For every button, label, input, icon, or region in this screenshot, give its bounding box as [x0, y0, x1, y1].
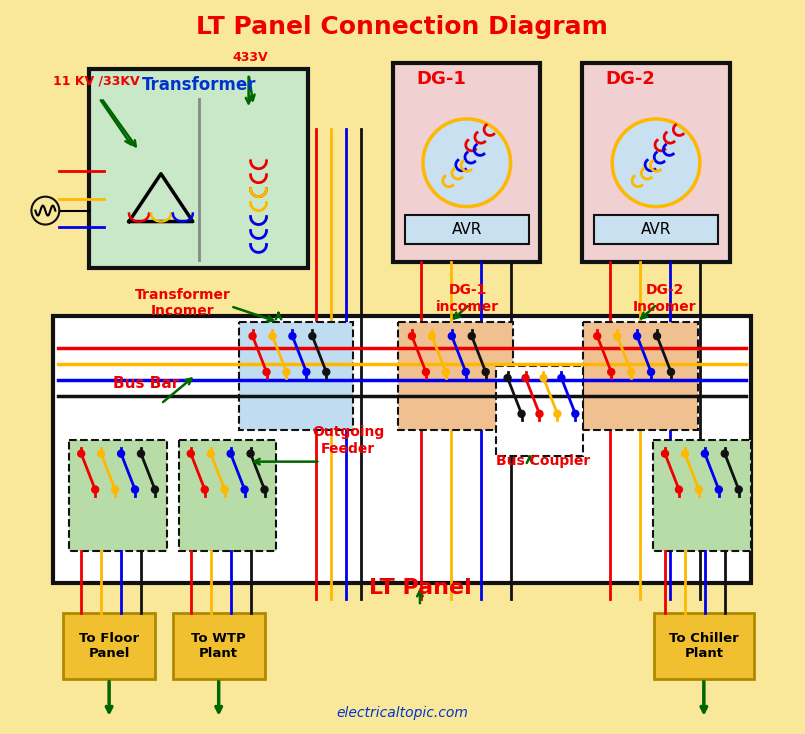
Circle shape — [448, 333, 456, 340]
Circle shape — [269, 333, 276, 340]
Circle shape — [682, 450, 688, 457]
Text: AVR: AVR — [452, 222, 482, 237]
Text: Transformer: Transformer — [142, 76, 256, 94]
Circle shape — [716, 486, 722, 493]
Bar — [393, 63, 540, 262]
Circle shape — [428, 333, 436, 340]
Text: Transformer
Incomer: Transformer Incomer — [135, 288, 231, 319]
Circle shape — [92, 486, 99, 493]
Circle shape — [443, 368, 449, 376]
Circle shape — [97, 450, 105, 457]
Bar — [173, 613, 265, 679]
Bar — [64, 613, 155, 679]
Circle shape — [112, 486, 118, 493]
Bar — [496, 366, 584, 456]
Circle shape — [151, 486, 159, 493]
Circle shape — [504, 374, 511, 382]
Circle shape — [408, 333, 415, 340]
Circle shape — [263, 368, 270, 376]
Circle shape — [469, 333, 475, 340]
Text: Bus Bar: Bus Bar — [113, 376, 180, 391]
Circle shape — [572, 410, 579, 418]
Bar — [69, 440, 167, 551]
Text: Bus Coupler: Bus Coupler — [497, 454, 591, 468]
Circle shape — [227, 450, 234, 457]
Text: DG-2: DG-2 — [605, 70, 655, 88]
Circle shape — [558, 374, 565, 382]
Circle shape — [118, 450, 125, 457]
Circle shape — [303, 368, 310, 376]
Circle shape — [423, 368, 429, 376]
Circle shape — [423, 119, 510, 206]
Circle shape — [323, 368, 330, 376]
Text: 433V: 433V — [233, 51, 268, 64]
Text: DG-2
Incomer: DG-2 Incomer — [634, 283, 697, 313]
Bar — [53, 316, 751, 584]
Text: DG-1: DG-1 — [416, 70, 466, 88]
Circle shape — [201, 486, 208, 493]
Bar — [89, 69, 308, 269]
Circle shape — [662, 450, 668, 457]
Text: AVR: AVR — [641, 222, 671, 237]
Circle shape — [735, 486, 742, 493]
Bar — [653, 440, 751, 551]
Bar — [594, 214, 718, 244]
Bar — [179, 440, 276, 551]
Circle shape — [594, 333, 601, 340]
Circle shape — [522, 374, 529, 382]
Circle shape — [721, 450, 729, 457]
Circle shape — [78, 450, 85, 457]
Circle shape — [482, 368, 489, 376]
Bar — [238, 322, 353, 430]
Circle shape — [31, 197, 60, 225]
Text: To WTP
Plant: To WTP Plant — [192, 632, 246, 660]
Circle shape — [608, 368, 615, 376]
Circle shape — [701, 450, 708, 457]
Circle shape — [667, 368, 675, 376]
Text: LT Panel: LT Panel — [369, 578, 471, 598]
Circle shape — [675, 486, 683, 493]
Bar — [584, 322, 698, 430]
Text: LT Panel Connection Diagram: LT Panel Connection Diagram — [196, 15, 608, 40]
Bar — [398, 322, 513, 430]
Circle shape — [289, 333, 296, 340]
Circle shape — [131, 486, 138, 493]
Circle shape — [634, 333, 641, 340]
Text: Outgoing
Feeder: Outgoing Feeder — [312, 426, 384, 456]
Circle shape — [536, 410, 543, 418]
Bar — [405, 214, 529, 244]
Circle shape — [242, 486, 248, 493]
Circle shape — [283, 368, 290, 376]
Circle shape — [188, 450, 194, 457]
Circle shape — [540, 374, 547, 382]
Circle shape — [518, 410, 525, 418]
Circle shape — [613, 333, 621, 340]
Text: To Floor
Panel: To Floor Panel — [79, 632, 139, 660]
Circle shape — [613, 119, 700, 206]
Text: electricaltopic.com: electricaltopic.com — [336, 705, 468, 719]
Bar — [582, 63, 730, 262]
Circle shape — [249, 333, 256, 340]
Circle shape — [247, 450, 254, 457]
Text: 11 KV /33KV: 11 KV /33KV — [53, 74, 140, 87]
Circle shape — [309, 333, 316, 340]
Text: DG-1
incomer: DG-1 incomer — [436, 283, 499, 313]
Bar — [654, 613, 753, 679]
Circle shape — [647, 368, 654, 376]
Circle shape — [654, 333, 661, 340]
Circle shape — [138, 450, 144, 457]
Circle shape — [554, 410, 561, 418]
Circle shape — [696, 486, 702, 493]
Circle shape — [207, 450, 214, 457]
Circle shape — [628, 368, 634, 376]
Circle shape — [221, 486, 228, 493]
Text: To Chiller
Plant: To Chiller Plant — [669, 632, 739, 660]
Circle shape — [261, 486, 268, 493]
Circle shape — [462, 368, 469, 376]
